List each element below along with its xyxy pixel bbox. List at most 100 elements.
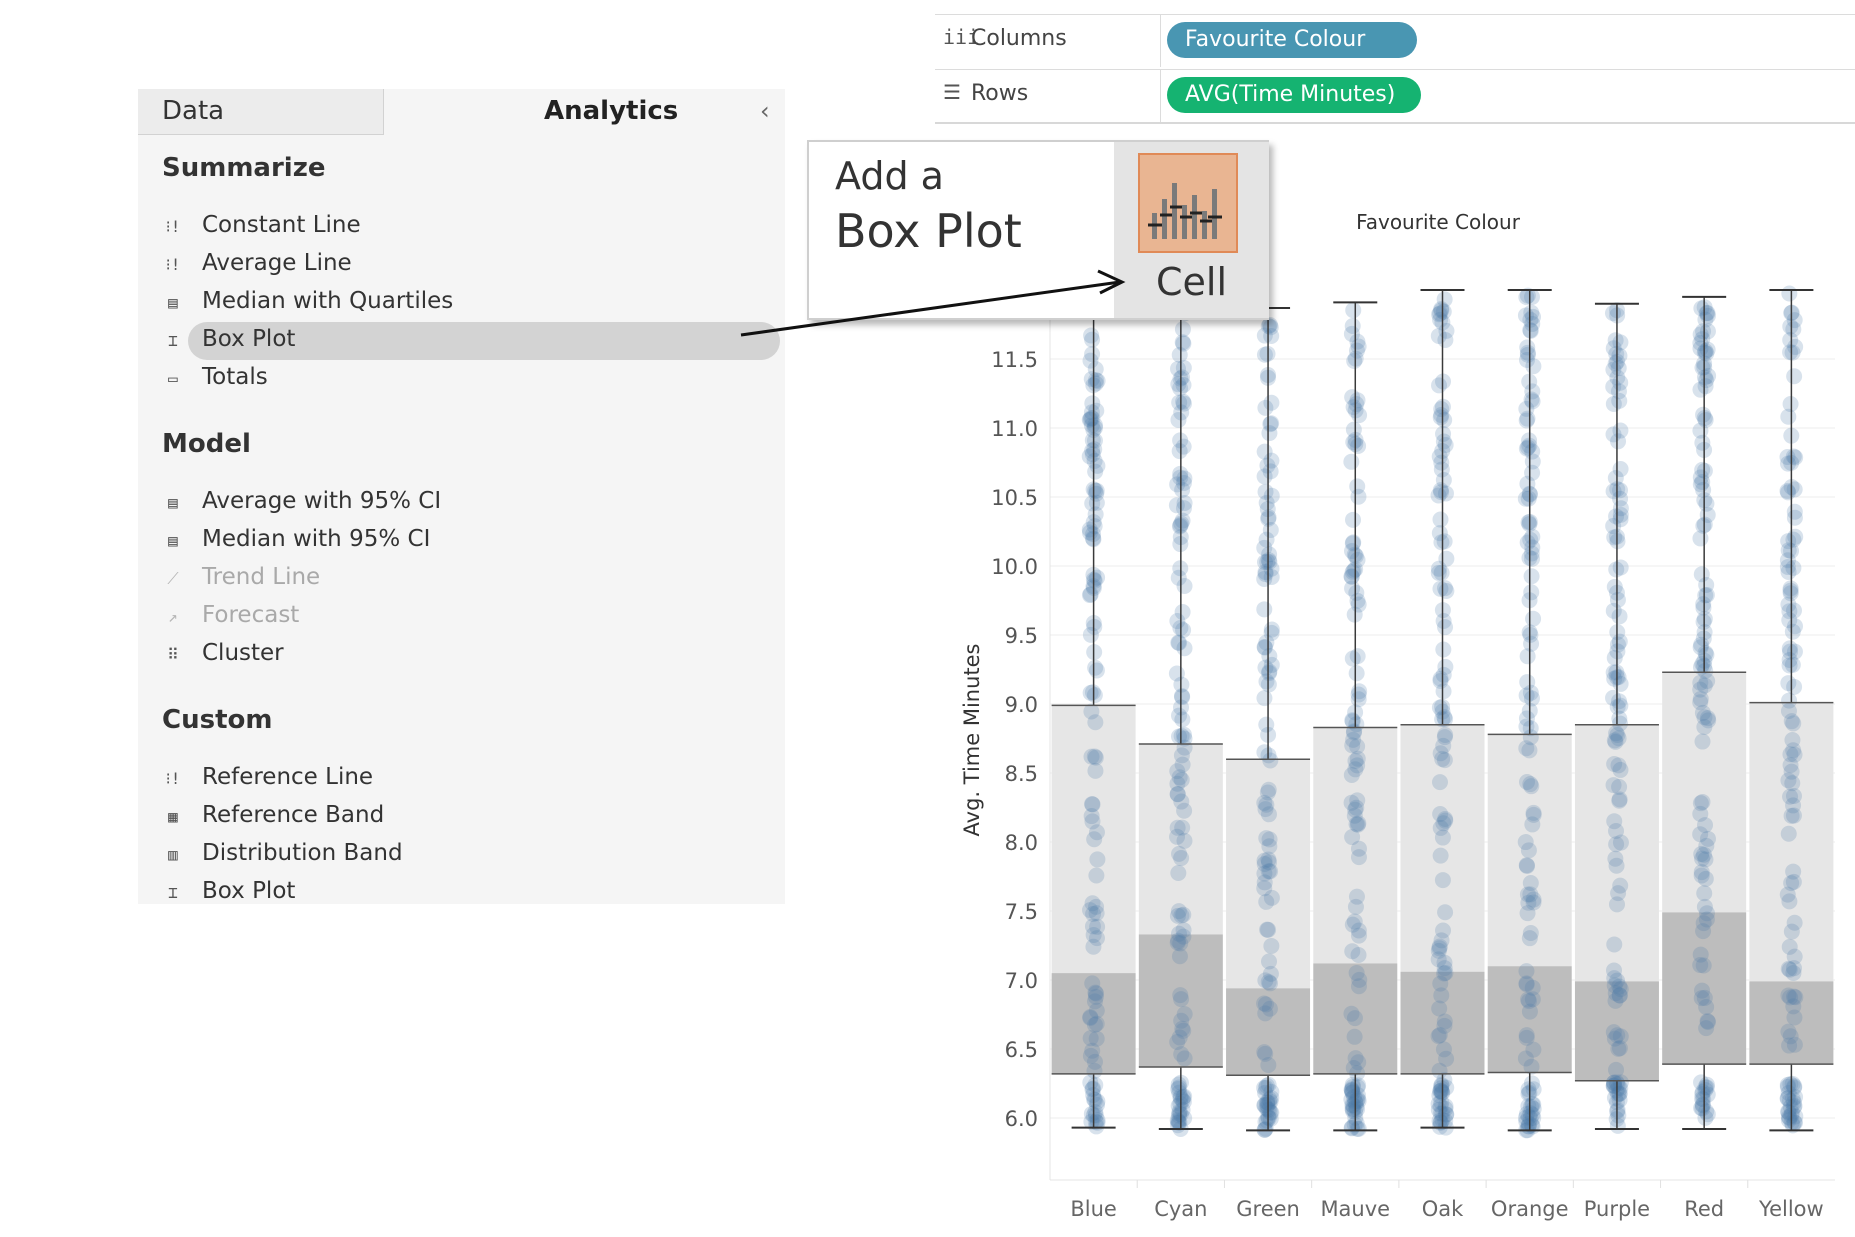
data-point[interactable] — [1784, 731, 1801, 748]
data-point[interactable] — [1171, 443, 1188, 460]
data-point[interactable] — [1344, 737, 1361, 754]
data-point[interactable] — [1612, 761, 1629, 778]
data-point[interactable] — [1518, 412, 1535, 429]
data-point[interactable] — [1695, 517, 1712, 534]
data-point[interactable] — [1170, 932, 1187, 949]
data-point[interactable] — [1347, 1050, 1364, 1067]
data-point[interactable] — [1432, 482, 1449, 499]
data-point[interactable] — [1520, 1085, 1537, 1102]
data-point[interactable] — [1519, 475, 1536, 492]
data-point[interactable] — [1087, 482, 1104, 499]
data-point[interactable] — [1257, 1113, 1274, 1130]
data-point[interactable] — [1605, 395, 1622, 412]
data-point[interactable] — [1262, 1093, 1279, 1110]
data-point[interactable] — [1437, 812, 1454, 829]
data-point[interactable] — [1610, 885, 1627, 902]
data-point[interactable] — [1175, 1089, 1192, 1106]
data-point[interactable] — [1088, 985, 1105, 1002]
data-point[interactable] — [1174, 481, 1191, 498]
data-point[interactable] — [1780, 484, 1797, 501]
data-point[interactable] — [1169, 775, 1186, 792]
data-point[interactable] — [1521, 930, 1538, 947]
data-point[interactable] — [1082, 586, 1099, 603]
data-point[interactable] — [1608, 725, 1625, 742]
data-point[interactable] — [1350, 922, 1367, 939]
data-point[interactable] — [1172, 935, 1189, 952]
data-point[interactable] — [1349, 648, 1366, 665]
data-point[interactable] — [1170, 1097, 1187, 1114]
data-point[interactable] — [1348, 1115, 1365, 1132]
data-point[interactable] — [1520, 993, 1537, 1010]
data-point[interactable] — [1433, 1082, 1450, 1099]
data-point[interactable] — [1612, 374, 1629, 391]
data-point[interactable] — [1344, 1084, 1361, 1101]
data-point[interactable] — [1692, 530, 1709, 547]
data-point[interactable] — [1693, 990, 1710, 1007]
data-point[interactable] — [1083, 748, 1100, 765]
data-point[interactable] — [1694, 331, 1711, 348]
data-point[interactable] — [1612, 422, 1629, 439]
data-point[interactable] — [1435, 472, 1452, 489]
data-point[interactable] — [1174, 604, 1191, 621]
data-point[interactable] — [1259, 553, 1276, 570]
data-point[interactable] — [1525, 891, 1542, 908]
data-point[interactable] — [1606, 670, 1623, 687]
data-point[interactable] — [1611, 987, 1628, 1004]
data-point[interactable] — [1783, 923, 1800, 940]
data-point[interactable] — [1344, 564, 1361, 581]
data-point[interactable] — [1524, 453, 1541, 470]
data-point[interactable] — [1257, 399, 1274, 416]
data-point[interactable] — [1347, 801, 1364, 818]
data-point[interactable] — [1519, 344, 1536, 361]
data-point[interactable] — [1692, 795, 1709, 812]
data-point[interactable] — [1086, 993, 1103, 1010]
data-point[interactable] — [1606, 529, 1623, 546]
data-point[interactable] — [1170, 903, 1187, 920]
data-point[interactable] — [1175, 928, 1192, 945]
data-point[interactable] — [1692, 674, 1709, 691]
data-point[interactable] — [1257, 483, 1274, 500]
data-point[interactable] — [1171, 948, 1188, 965]
data-point[interactable] — [1432, 1105, 1449, 1122]
data-point[interactable] — [1785, 321, 1802, 338]
data-point[interactable] — [1350, 849, 1367, 866]
data-point[interactable] — [1437, 619, 1454, 636]
data-point[interactable] — [1519, 534, 1536, 551]
data-point[interactable] — [1524, 816, 1541, 833]
data-point[interactable] — [1610, 433, 1627, 450]
data-point[interactable] — [1784, 344, 1801, 361]
data-point[interactable] — [1522, 776, 1539, 793]
data-point[interactable] — [1169, 786, 1186, 803]
data-point[interactable] — [1611, 1085, 1628, 1102]
data-point[interactable] — [1257, 972, 1274, 989]
data-point[interactable] — [1262, 975, 1279, 992]
data-point[interactable] — [1524, 991, 1541, 1008]
analytics-item-cluster[interactable]: ⠿ Cluster — [162, 638, 762, 674]
data-point[interactable] — [1612, 697, 1629, 714]
data-point[interactable] — [1519, 410, 1536, 427]
data-point[interactable] — [1171, 1029, 1188, 1046]
data-point[interactable] — [1260, 863, 1277, 880]
data-point[interactable] — [1082, 902, 1099, 919]
analytics-item-reference-line[interactable]: ⁝! Reference Line — [162, 762, 762, 798]
data-point[interactable] — [1785, 715, 1802, 732]
data-point[interactable] — [1084, 918, 1101, 935]
data-point[interactable] — [1609, 636, 1626, 653]
data-point[interactable] — [1350, 840, 1367, 857]
data-point[interactable] — [1694, 461, 1711, 478]
data-point[interactable] — [1780, 960, 1797, 977]
data-point[interactable] — [1437, 726, 1454, 743]
box-plot-cell-icon[interactable] — [1138, 153, 1238, 253]
data-point[interactable] — [1694, 733, 1711, 750]
data-point[interactable] — [1348, 964, 1365, 981]
data-point[interactable] — [1346, 807, 1363, 824]
favourite-colour-pill[interactable]: Favourite Colour — [1167, 22, 1417, 58]
data-point[interactable] — [1695, 915, 1712, 932]
data-point[interactable] — [1780, 564, 1797, 581]
data-point[interactable] — [1523, 304, 1540, 321]
data-point[interactable] — [1262, 1110, 1279, 1127]
data-point[interactable] — [1782, 580, 1799, 597]
data-point[interactable] — [1260, 781, 1277, 798]
data-point[interactable] — [1519, 287, 1536, 304]
data-point[interactable] — [1086, 432, 1103, 449]
